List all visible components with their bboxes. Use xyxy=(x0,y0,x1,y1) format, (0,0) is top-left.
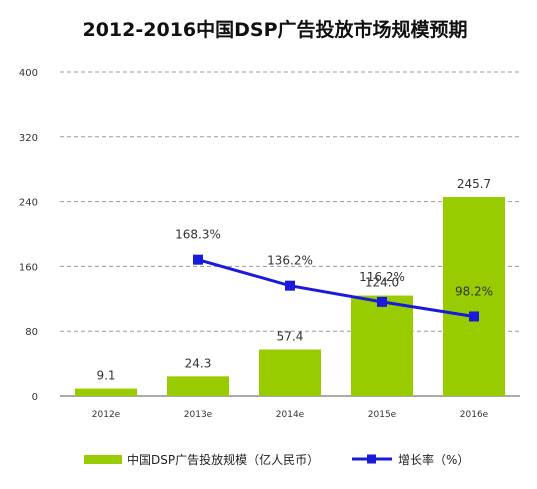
y-tick-label: 320 xyxy=(19,133,38,144)
y-tick-label: 0 xyxy=(32,392,38,403)
bar-data-label: 24.3 xyxy=(185,356,212,370)
legend: 中国DSP广告投放规模（亿人民币） 增长率（%） xyxy=(84,452,469,467)
growth-point-marker xyxy=(193,254,203,265)
y-tick-label: 80 xyxy=(25,327,38,338)
legend-bar-swatch xyxy=(84,455,122,464)
legend-bar-label: 中国DSP广告投放规模（亿人民币） xyxy=(127,452,319,467)
bar-data-label: 9.1 xyxy=(96,369,115,383)
bar xyxy=(75,388,137,396)
growth-data-label: 168.3% xyxy=(175,228,221,242)
growth-point-marker xyxy=(377,296,387,307)
y-tick-label: 160 xyxy=(19,262,38,273)
x-tick-label: 2012e xyxy=(92,410,121,420)
growth-point-marker xyxy=(469,311,479,322)
x-tick-label: 2014e xyxy=(276,410,305,420)
bar xyxy=(351,295,413,396)
y-tick-label: 240 xyxy=(19,198,38,209)
x-tick-label: 2015e xyxy=(368,410,397,420)
bar-data-label: 124.0 xyxy=(365,276,399,290)
growth-data-label: 98.2% xyxy=(455,284,493,298)
bar xyxy=(167,376,229,396)
bar xyxy=(443,196,505,396)
bar xyxy=(259,349,321,396)
bar-data-label: 245.7 xyxy=(457,177,491,191)
bar-data-label: 57.4 xyxy=(277,330,304,344)
growth-point-marker xyxy=(285,280,295,291)
chart-title: 2012-2016中国DSP广告投放市场规模预期 xyxy=(82,18,467,41)
x-tick-label: 2013e xyxy=(184,410,213,420)
bar-series: 9.1 24.3 57.4 124.0 245.7 xyxy=(75,177,505,396)
legend-line-label: 增长率（%） xyxy=(398,452,469,467)
growth-line-series: 168.3% 136.2% 116.2% 98.2% xyxy=(175,228,493,322)
growth-data-label: 136.2% xyxy=(267,254,313,268)
y-tick-label: 400 xyxy=(19,68,38,79)
legend-line-marker xyxy=(367,454,376,464)
x-tick-label: 2016e xyxy=(460,410,489,420)
growth-line xyxy=(197,258,475,318)
growth-data-label: 116.2% xyxy=(359,270,405,284)
y-axis-ticks: 0 80 160 240 320 400 xyxy=(19,68,38,403)
x-axis-ticks: 2012e 2013e 2014e 2015e 2016e xyxy=(92,410,489,420)
